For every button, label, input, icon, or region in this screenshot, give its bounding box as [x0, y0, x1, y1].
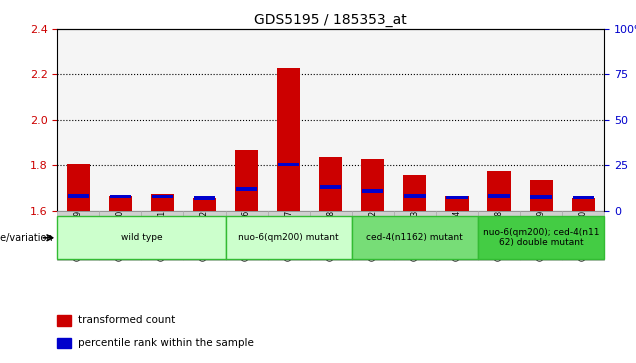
FancyBboxPatch shape	[226, 216, 352, 260]
Bar	[488, 195, 509, 198]
Bar	[530, 180, 553, 211]
Bar	[194, 196, 215, 200]
Bar	[319, 157, 342, 211]
Bar	[152, 195, 173, 198]
Bar	[277, 68, 300, 211]
Text: GSM1306010: GSM1306010	[579, 209, 588, 261]
Bar	[362, 189, 384, 193]
Text: GSM1305989: GSM1305989	[74, 209, 83, 261]
Text: percentile rank within the sample: percentile rank within the sample	[78, 338, 254, 348]
Text: GSM1305998: GSM1305998	[326, 209, 335, 261]
Bar	[403, 175, 426, 211]
Text: GSM1306008: GSM1306008	[495, 209, 504, 261]
Bar	[487, 171, 511, 211]
Text: nuo-6(qm200); ced-4(n11
62) double mutant: nuo-6(qm200); ced-4(n11 62) double mutan…	[483, 228, 599, 248]
Bar	[394, 211, 436, 260]
Bar	[57, 338, 71, 348]
Bar	[572, 198, 595, 211]
Bar	[226, 211, 268, 260]
Bar	[99, 211, 141, 260]
Bar	[278, 163, 300, 166]
Bar	[109, 196, 132, 211]
Text: GSM1305992: GSM1305992	[200, 209, 209, 261]
Bar	[193, 198, 216, 211]
Bar	[572, 196, 594, 199]
FancyBboxPatch shape	[478, 216, 604, 260]
Text: wild type: wild type	[121, 233, 162, 242]
Bar	[183, 211, 226, 260]
FancyBboxPatch shape	[352, 216, 478, 260]
Bar	[352, 211, 394, 260]
Bar	[562, 211, 604, 260]
Bar	[445, 196, 469, 211]
Bar	[67, 195, 89, 198]
Text: transformed count: transformed count	[78, 315, 176, 325]
Text: GSM1306003: GSM1306003	[410, 209, 419, 261]
Text: ced-4(n1162) mutant: ced-4(n1162) mutant	[366, 233, 463, 242]
Text: GSM1305997: GSM1305997	[284, 209, 293, 261]
Bar	[446, 196, 467, 199]
Bar	[57, 315, 71, 326]
Bar	[310, 211, 352, 260]
Bar	[236, 187, 257, 191]
Bar	[268, 211, 310, 260]
Bar	[57, 211, 99, 260]
Bar	[109, 195, 131, 198]
Bar	[520, 211, 562, 260]
Bar	[530, 195, 552, 199]
Bar	[235, 150, 258, 211]
Bar	[320, 185, 342, 188]
Bar	[141, 211, 183, 260]
Text: GSM1305991: GSM1305991	[158, 209, 167, 261]
Bar	[436, 211, 478, 260]
Text: GSM1306009: GSM1306009	[537, 209, 546, 261]
Bar	[404, 195, 425, 198]
Text: genotype/variation: genotype/variation	[0, 233, 53, 243]
Title: GDS5195 / 185353_at: GDS5195 / 185353_at	[254, 13, 407, 26]
Bar	[151, 193, 174, 211]
Bar	[361, 159, 384, 211]
Text: GSM1305996: GSM1305996	[242, 209, 251, 261]
FancyBboxPatch shape	[57, 216, 226, 260]
Text: GSM1305990: GSM1305990	[116, 209, 125, 261]
Bar	[478, 211, 520, 260]
Text: GSM1306004: GSM1306004	[452, 209, 462, 261]
Bar	[67, 164, 90, 211]
Text: GSM1306002: GSM1306002	[368, 209, 377, 261]
Text: nuo-6(qm200) mutant: nuo-6(qm200) mutant	[238, 233, 339, 242]
